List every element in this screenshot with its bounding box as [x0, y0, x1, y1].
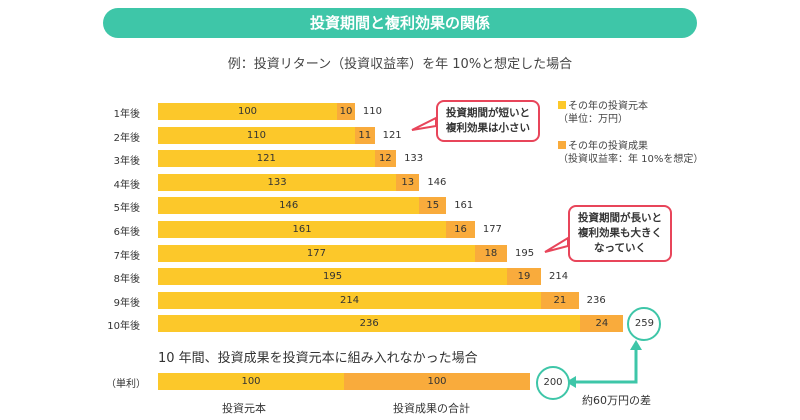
row-label: 3年後 [113, 156, 140, 168]
chart-title: 投資期間と複利効果の関係 [103, 8, 697, 38]
total-label: 133 [404, 153, 424, 165]
legend-note: （投資収益率：年 10%を想定） [558, 154, 704, 165]
legend-note: （単位：万円） [558, 114, 628, 125]
legend-swatch [558, 141, 566, 149]
legend-swatch [558, 101, 566, 109]
callout-short-term: 投資期間が短いと 複利効果は小さい [436, 100, 540, 142]
bar-principal: 133 [158, 173, 397, 191]
callout-long-term: 投資期間が長いと 複利効果も大きく なっていく [568, 205, 672, 262]
bar-return: 18 [474, 244, 508, 262]
total-label: 195 [515, 247, 535, 259]
bar-principal: 161 [158, 221, 447, 238]
bar-principal: 195 [158, 268, 508, 286]
callout-line: 投資期間が長いと [578, 212, 662, 224]
bar-principal: 236 [158, 315, 581, 333]
row-label: 4年後 [113, 179, 140, 191]
bar-return: 13 [396, 173, 420, 191]
callout-pointer [544, 236, 569, 253]
bar-principal: 121 [158, 150, 375, 168]
simple-bar-principal: 100 [158, 373, 344, 390]
callout-line: 複利効果は小さい [446, 122, 530, 134]
bar-return: 24 [580, 315, 624, 333]
simple-interest-heading: 10 年間、投資成果を投資元本に組み入れなかった場合 [158, 351, 478, 366]
total-label: 161 [454, 200, 474, 212]
legend-label: その年の投資元本 [568, 101, 648, 112]
callout-line: 複利効果も大きく [578, 227, 662, 239]
bar-return: 12 [374, 150, 397, 168]
difference-label: 約60万円の差 [582, 394, 651, 407]
bar-principal: 146 [158, 197, 420, 215]
row-label: 8年後 [113, 274, 140, 286]
total-label: 236 [586, 294, 606, 306]
bar-return: 19 [507, 268, 542, 286]
bar-principal: 100 [158, 103, 337, 120]
bar-principal: 214 [158, 291, 542, 309]
bar-return: 10 [337, 103, 355, 120]
legend-principal: その年の投資元本 （単位：万円） [558, 100, 648, 126]
callout-line: なっていく [594, 242, 646, 254]
legend-label: その年の投資成果 [568, 141, 648, 152]
chart-subtitle: 例：投資リターン（投資収益率）を年 10%と想定した場合 [227, 57, 573, 72]
total-label: 214 [549, 271, 569, 283]
total-label: 121 [382, 129, 402, 141]
row-label: 2年後 [113, 132, 140, 144]
row-label: 5年後 [113, 203, 140, 215]
row-label: 7年後 [113, 250, 140, 262]
row-label: 9年後 [113, 297, 140, 309]
bar-return: 16 [446, 221, 475, 238]
row-label: 10年後 [107, 321, 140, 333]
total-label: 146 [427, 176, 447, 188]
simple-bar-return: 100 [344, 373, 530, 390]
bar-return: 11 [354, 126, 375, 144]
arrow-head-left [566, 376, 576, 388]
simple-label: （単利） [106, 379, 146, 390]
callout-pointer [411, 116, 437, 131]
row-label: 6年後 [113, 227, 140, 238]
total-label: 177 [482, 224, 502, 235]
caption-principal: 投資元本 [222, 402, 266, 415]
bar-return: 21 [541, 291, 579, 309]
total-label: 110 [362, 106, 382, 117]
row-label: 1年後 [113, 109, 140, 120]
simple-total-circle: 200 [536, 366, 570, 400]
callout-line: 投資期間が短いと [446, 107, 530, 119]
caption-returns: 投資成果の合計 [393, 402, 470, 415]
total-circle: 259 [627, 307, 662, 342]
legend-return: その年の投資成果 （投資収益率：年 10%を想定） [558, 140, 703, 166]
bar-principal: 177 [158, 244, 475, 262]
bar-return: 15 [419, 197, 447, 215]
bar-principal: 110 [158, 126, 355, 144]
difference-arrow-line [572, 346, 638, 384]
arrow-head-up [630, 340, 642, 350]
